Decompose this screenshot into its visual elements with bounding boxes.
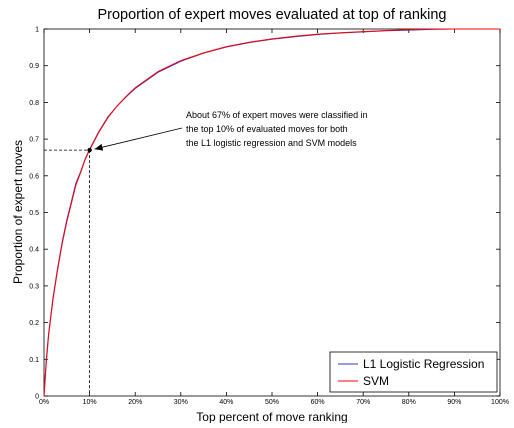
legend-box [329,351,498,393]
annotation: About 67% of expert moves were classifie… [186,110,370,148]
legend-label-svm: SVM [363,374,389,388]
series-line-svm [43,28,500,397]
x-tick-label: 0% [39,399,49,406]
annotation-line-3: the L1 logistic regression and SVM model… [186,138,357,148]
y-tick-label: 0.1 [29,357,39,364]
y-tick-label: 0.9 [29,63,39,70]
chart-title: Proportion of expert moves evaluated at … [97,7,446,23]
x-tick-label: 90% [447,399,461,406]
annotation-text: About 67% of expert moves were classifie… [186,110,370,148]
x-tick-label: 40% [219,399,233,406]
x-tick-label: 100% [491,399,509,406]
x-tick-label: 10% [83,399,97,406]
x-tick-label: 20% [128,399,142,406]
annotation-arrowhead [94,143,104,151]
series-line-l1-logistic-regression [43,28,500,397]
x-tick-label: 50% [265,399,279,406]
y-tick-label: 0.6 [29,173,39,180]
annotation-line-1: About 67% of expert moves were classifie… [186,110,368,120]
annotation-arrow-line [94,127,183,150]
x-tick-label: 80% [402,399,416,406]
y-tick-label: 0.4 [29,247,39,254]
x-axis-label: Top percent of move ranking [196,410,347,423]
y-tick-label: 0.3 [29,283,39,290]
y-tick-label: 0.8 [29,100,39,107]
y-axis-label: Proportion of expert moves [11,140,25,284]
y-tick-label: 0.5 [29,210,39,217]
y-tick-label: 0.2 [29,320,39,327]
legend-label-l1: L1 Logistic Regression [363,357,484,371]
legend: L1 Logistic Regression SVM [329,351,498,393]
x-tick-label: 30% [174,399,188,406]
y-tick-label: 1 [35,27,39,34]
axes-box [43,28,501,397]
annotation-point [87,147,92,153]
y-tick-label: 0.7 [29,137,39,144]
plot-area: 0% 10% 20% 30% 40% 50% 60% 70% 80% 90% 100% 0 0.1 0.2… [29,27,509,407]
annotation-line-2: the top 10% of evaluated moves for both [186,124,348,134]
x-tick-label: 70% [356,399,370,406]
x-tick-label: 60% [311,399,325,406]
y-tick-label: 0 [35,394,39,401]
